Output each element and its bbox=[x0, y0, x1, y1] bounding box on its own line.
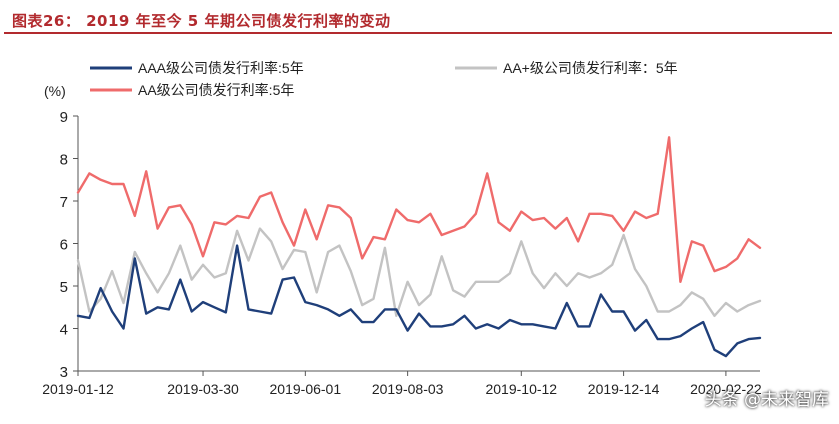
y-tick-label: 9 bbox=[60, 109, 68, 126]
series-line bbox=[76, 136, 762, 284]
chart-area: AAA级公司债发行利率:5年 AA+级公司债发行利率：5年 AA级公司债发行利率:5… bbox=[0, 40, 839, 420]
x-tick-label: 2019-08-03 bbox=[372, 381, 444, 397]
x-tick-label: 2019-03-30 bbox=[167, 381, 239, 397]
y-axis-label: (%) bbox=[44, 83, 66, 99]
x-tick-label: 2019-10-12 bbox=[485, 381, 557, 397]
series-line bbox=[76, 227, 762, 317]
y-tick-label: 4 bbox=[60, 322, 68, 339]
y-axis: 3 4 5 6 7 8 9 bbox=[60, 109, 79, 381]
y-tick-label: 6 bbox=[60, 237, 68, 254]
x-tick-label: 2019-06-01 bbox=[270, 381, 342, 397]
legend-label: AAA级公司债发行利率:5年 bbox=[138, 60, 304, 76]
x-tick-label: 2020-02-22 bbox=[690, 381, 762, 397]
y-tick-label: 7 bbox=[60, 194, 68, 211]
legend-label: AA+级公司债发行利率：5年 bbox=[503, 60, 678, 76]
y-tick-label: 3 bbox=[60, 364, 68, 381]
title-bar: 图表26： 2019 年至今 5 年期公司债发行利率的变动 bbox=[4, 6, 832, 34]
legend-label: AA级公司债发行利率:5年 bbox=[138, 82, 294, 98]
watermark: 头条 @未来智库 bbox=[704, 390, 829, 410]
x-tick-label: 2019-01-12 bbox=[42, 381, 114, 397]
line-chart: AAA级公司债发行利率:5年 AA+级公司债发行利率：5年 AA级公司债发行利率:5… bbox=[42, 60, 762, 397]
legend: AAA级公司债发行利率:5年 AA+级公司债发行利率：5年 AA级公司债发行利率:5… bbox=[90, 60, 678, 98]
y-tick-label: 8 bbox=[60, 152, 68, 169]
x-tick-label: 2019-12-14 bbox=[588, 381, 660, 397]
x-axis: 2019-01-12 2019-03-30 2019-06-01 2019-08-03… bbox=[42, 370, 762, 397]
y-tick-label: 5 bbox=[60, 279, 68, 296]
series-lines bbox=[76, 136, 762, 358]
series-line bbox=[76, 244, 762, 358]
figure-title: 图表26： 2019 年至今 5 年期公司债发行利率的变动 bbox=[12, 12, 391, 30]
